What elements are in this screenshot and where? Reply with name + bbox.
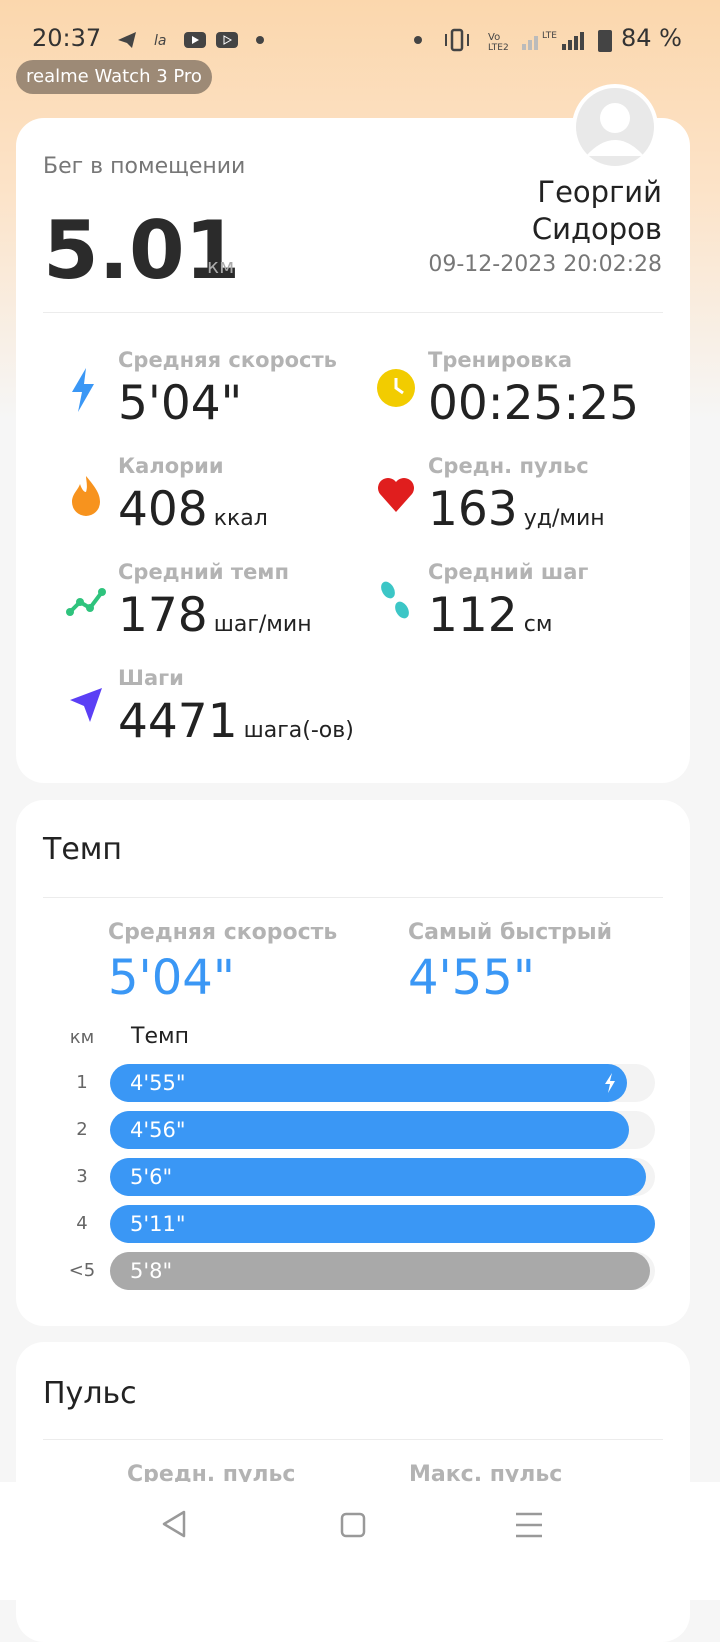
bar-track: 4'56" xyxy=(110,1111,655,1149)
menu-button[interactable] xyxy=(516,1512,542,1538)
bar-track: 5'11" xyxy=(110,1205,655,1243)
stat-icon xyxy=(66,588,106,616)
km-label: <5 xyxy=(68,1260,96,1281)
stat-number: 163 xyxy=(428,482,518,537)
stat-value: 112 см xyxy=(428,588,552,643)
km-label: 3 xyxy=(76,1166,88,1187)
stat-value: 4471 шага(-ов) xyxy=(118,694,354,749)
stat-unit: уд/мин xyxy=(523,506,605,531)
pace-label: 5'8" xyxy=(130,1259,173,1283)
screen: { "status_bar": {"time": "20:37", "batte… xyxy=(0,0,720,1600)
stat-value: 163 уд/мин xyxy=(428,482,605,537)
navigation-bar xyxy=(0,1482,720,1600)
distance: 5.01 xyxy=(43,204,241,297)
stat-value: 00:25:25 xyxy=(428,376,639,431)
bar-track: 5'6" xyxy=(110,1158,655,1196)
avg-speed-value: 5'04" xyxy=(108,950,235,1006)
home-button[interactable] xyxy=(340,1512,366,1538)
avg-speed-label: Средняя скорость xyxy=(108,920,338,945)
workout-datetime: 09-12-2023 20:02:28 xyxy=(428,252,662,277)
stat-label: Средн. пульс xyxy=(428,454,589,478)
nav-icons xyxy=(162,1510,542,1538)
svg-text:la: la xyxy=(154,33,166,49)
pace-bar: 4'55" xyxy=(110,1064,627,1102)
pace-label: 4'55" xyxy=(130,1071,186,1095)
stat-label: Средний шаг xyxy=(428,560,589,584)
back-button[interactable] xyxy=(162,1510,186,1538)
stat-unit: шага(-ов) xyxy=(243,718,354,743)
pace-bar: 4'56" xyxy=(110,1111,629,1149)
pace-label: 5'6" xyxy=(130,1165,173,1189)
stat-icon xyxy=(72,476,100,516)
pace-bar: 5'6" xyxy=(110,1158,647,1196)
svg-text:LTE2: LTE2 xyxy=(488,43,509,53)
section-title: Пульс xyxy=(43,1376,137,1411)
stat-icon xyxy=(72,368,94,412)
stat-label: Шаги xyxy=(118,666,184,690)
stat-number: 5'04" xyxy=(118,376,243,431)
stat-label: Средний темп xyxy=(118,560,289,584)
summary-card: Бег в помещении 5.01 км Георгий Сидоров … xyxy=(16,84,690,783)
stat-number: 4471 xyxy=(118,694,238,749)
pace-bar: 5'8" xyxy=(110,1252,650,1290)
battery-percent: 84 % xyxy=(621,24,682,52)
bar-track: 4'55" xyxy=(110,1064,655,1102)
divider xyxy=(43,1439,663,1440)
stat-number: 408 xyxy=(118,482,208,537)
bar-track: 5'8" xyxy=(110,1252,655,1290)
divider xyxy=(43,897,663,898)
user-name: Георгий Сидоров xyxy=(531,175,662,246)
avatar[interactable] xyxy=(572,84,658,170)
pace-header: Темп xyxy=(131,1024,189,1049)
stat-label: Калории xyxy=(118,454,224,478)
fastest-value: 4'55" xyxy=(408,950,535,1006)
pace-bar: 5'11" xyxy=(110,1205,655,1243)
km-label: 4 xyxy=(76,1213,88,1234)
divider xyxy=(43,312,663,313)
stat-label: Средняя скорость xyxy=(118,348,337,372)
svg-text:Vo: Vo xyxy=(488,32,500,43)
status-bar: 20:37 la Vo LTE2 LTE 84 % xyxy=(0,0,720,80)
clock: 20:37 xyxy=(32,24,102,52)
pace-label: 4'56" xyxy=(130,1118,186,1142)
notification-icons: la xyxy=(118,32,264,49)
stat-label: Тренировка xyxy=(428,348,572,372)
pace-label: 5'11" xyxy=(130,1212,186,1236)
section-title: Темп xyxy=(43,832,123,867)
stat-icon xyxy=(70,688,102,722)
fastest-label: Самый быстрый xyxy=(408,920,613,945)
activity-type: Бег в помещении xyxy=(43,154,246,179)
pace-card: Темп Средняя скорость 5'04" Самый быстры… xyxy=(16,800,690,1326)
stat-icon xyxy=(378,478,414,512)
stat-icon xyxy=(381,581,409,619)
stat-unit: см xyxy=(523,612,553,637)
stat-number: 00:25:25 xyxy=(428,376,640,431)
stat-value: 5'04" xyxy=(118,376,242,431)
stat-unit: шаг/мин xyxy=(213,612,312,637)
stat-value: 178 шаг/мин xyxy=(118,588,312,643)
stat-value: 408 ккал xyxy=(118,482,268,537)
fastest-icon xyxy=(604,1073,615,1093)
stat-unit: ккал xyxy=(213,506,268,531)
km-label: 1 xyxy=(76,1072,88,1093)
distance-unit: км xyxy=(207,254,235,278)
stat-icon xyxy=(377,369,415,407)
stat-number: 112 xyxy=(428,588,518,643)
km-label: 2 xyxy=(76,1119,88,1140)
stat-number: 178 xyxy=(118,588,208,643)
device-badge: realme Watch 3 Pro xyxy=(16,60,212,94)
svg-text:LTE: LTE xyxy=(542,31,557,41)
km-header: км xyxy=(69,1027,95,1048)
